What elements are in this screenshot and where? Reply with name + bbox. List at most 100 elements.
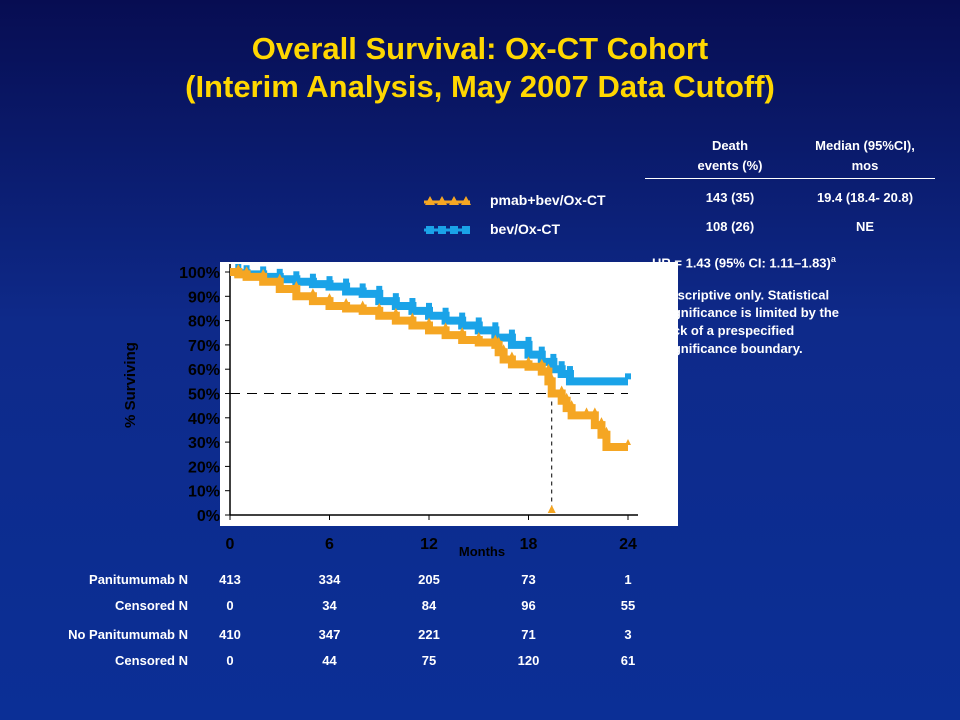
censor-mark-pmab [409, 312, 416, 319]
risk-cell: 3 [624, 627, 632, 642]
censor-mark-pmab [376, 302, 383, 309]
censor-mark-pmab [309, 288, 316, 295]
censor-mark-pmab [492, 334, 499, 341]
censor-mark-bev [442, 307, 449, 314]
y-tick-label: 20% [188, 459, 220, 476]
x-tick-label: 6 [325, 536, 334, 553]
censor-mark-pmab [260, 268, 267, 275]
curves [230, 264, 631, 451]
title-line-2: (Interim Analysis, May 2007 Data Cutoff) [185, 69, 775, 104]
censor-mark-bev [475, 317, 482, 324]
legend-triangle-marker [461, 196, 471, 205]
censor-mark-pmab [235, 264, 242, 270]
risk-cell: 71 [521, 627, 536, 642]
censor-mark-pmab [343, 298, 350, 305]
x-tick-label: 0 [226, 536, 235, 553]
censor-mark-bev [376, 285, 383, 292]
censor-mark-pmab [243, 266, 250, 273]
stats-deaths-pmab: 143 (35) [705, 190, 755, 205]
legend-label-pmab: pmab+bev/Ox-CT [490, 192, 606, 208]
legend-triangle-marker [449, 196, 459, 205]
y-tick-label: 80% [188, 314, 220, 331]
risk-row-label: No Panitumumab N [68, 627, 188, 642]
risk-cell: 120 [517, 653, 540, 668]
legend-square-marker [462, 226, 470, 234]
risk-cell: 410 [219, 627, 241, 642]
risk-cell: 413 [219, 572, 241, 587]
risk-cell: 0 [226, 598, 234, 613]
legend-square-marker [438, 226, 446, 234]
legend-label-bev: bev/Ox-CT [490, 221, 561, 237]
y-tick-label: 10% [188, 484, 220, 501]
slide-title: Overall Survival: Ox-CT Cohort (Interim … [0, 30, 960, 106]
risk-cell: 44 [322, 653, 337, 668]
deaths-header: Death events (%) [697, 138, 763, 173]
censor-mark-pmab [558, 385, 565, 392]
x-axis-label: Months [459, 544, 505, 559]
censor-mark-pmab [598, 417, 605, 424]
risk-row-label: Censored N [115, 598, 188, 613]
censor-mark-bev [492, 322, 499, 329]
censor-mark-bev [625, 373, 631, 380]
risk-cell: 334 [318, 572, 341, 587]
risk-cell: 34 [322, 598, 337, 613]
y-tick-label: 30% [188, 435, 220, 452]
y-tick-label: 0% [197, 508, 220, 525]
legend-swatches [424, 196, 471, 234]
risk-cell: 0 [226, 653, 234, 668]
legend-square-marker [426, 226, 434, 234]
censor-mark-bev [525, 336, 532, 343]
censor-mark-pmab [293, 281, 300, 288]
risk-cell: 55 [620, 598, 636, 613]
legend-triangle-marker [425, 196, 435, 205]
censor-mark-pmab [475, 332, 482, 339]
legend-triangle-marker [437, 196, 447, 205]
median-marker-triangle [547, 505, 556, 513]
y-tick-label: 60% [188, 362, 220, 379]
censor-mark-pmab [326, 293, 333, 300]
censor-mark-bev [538, 346, 545, 353]
stats-median-pmab: 19.4 (18.4- 20.8) [816, 190, 914, 205]
censor-mark-pmab [583, 407, 590, 414]
censor-mark-pmab [459, 327, 466, 334]
censor-mark-bev [508, 329, 515, 336]
censor-mark-bev [566, 366, 573, 373]
censor-mark-pmab [442, 322, 449, 329]
risk-cell: 347 [318, 627, 341, 642]
plot-area [220, 262, 678, 526]
stats-table-divider [645, 178, 935, 179]
censor-mark-pmab [625, 438, 631, 445]
y-tick-label: 50% [188, 387, 220, 404]
risk-cell: 1 [624, 572, 632, 587]
censor-mark-pmab [426, 317, 432, 324]
censor-mark-bev [359, 283, 366, 290]
censor-mark-pmab [359, 300, 366, 307]
y-tick-label: 40% [188, 411, 220, 428]
risk-cell: 221 [418, 627, 440, 642]
x-tick-label: 18 [520, 536, 538, 553]
stats-median-bev: NE [855, 219, 875, 234]
risk-cell: 73 [521, 572, 536, 587]
x-tick-label: 24 [619, 536, 637, 553]
censor-mark-bev [558, 361, 565, 368]
risk-cell: 84 [421, 598, 437, 613]
series-line-pmab [230, 268, 628, 451]
censor-mark-pmab [500, 344, 507, 351]
censor-mark-bev [293, 271, 300, 278]
censor-mark-bev [392, 293, 399, 300]
censor-mark-pmab [545, 363, 552, 370]
censor-mark-pmab [392, 307, 399, 314]
censor-mark-pmab [563, 392, 570, 399]
censor-mark-pmab [591, 407, 598, 414]
risk-cell: 75 [421, 653, 437, 668]
risk-cell: 61 [620, 653, 636, 668]
censor-mark-pmab [568, 400, 575, 407]
censor-mark-pmab [495, 336, 502, 343]
censor-mark-bev [326, 276, 333, 283]
median-header: Median (95%CI), mos [815, 138, 915, 173]
y-tick-label: 100% [179, 265, 220, 282]
risk-cell: 205 [418, 572, 440, 587]
y-axis-label: % Surviving [122, 342, 139, 428]
